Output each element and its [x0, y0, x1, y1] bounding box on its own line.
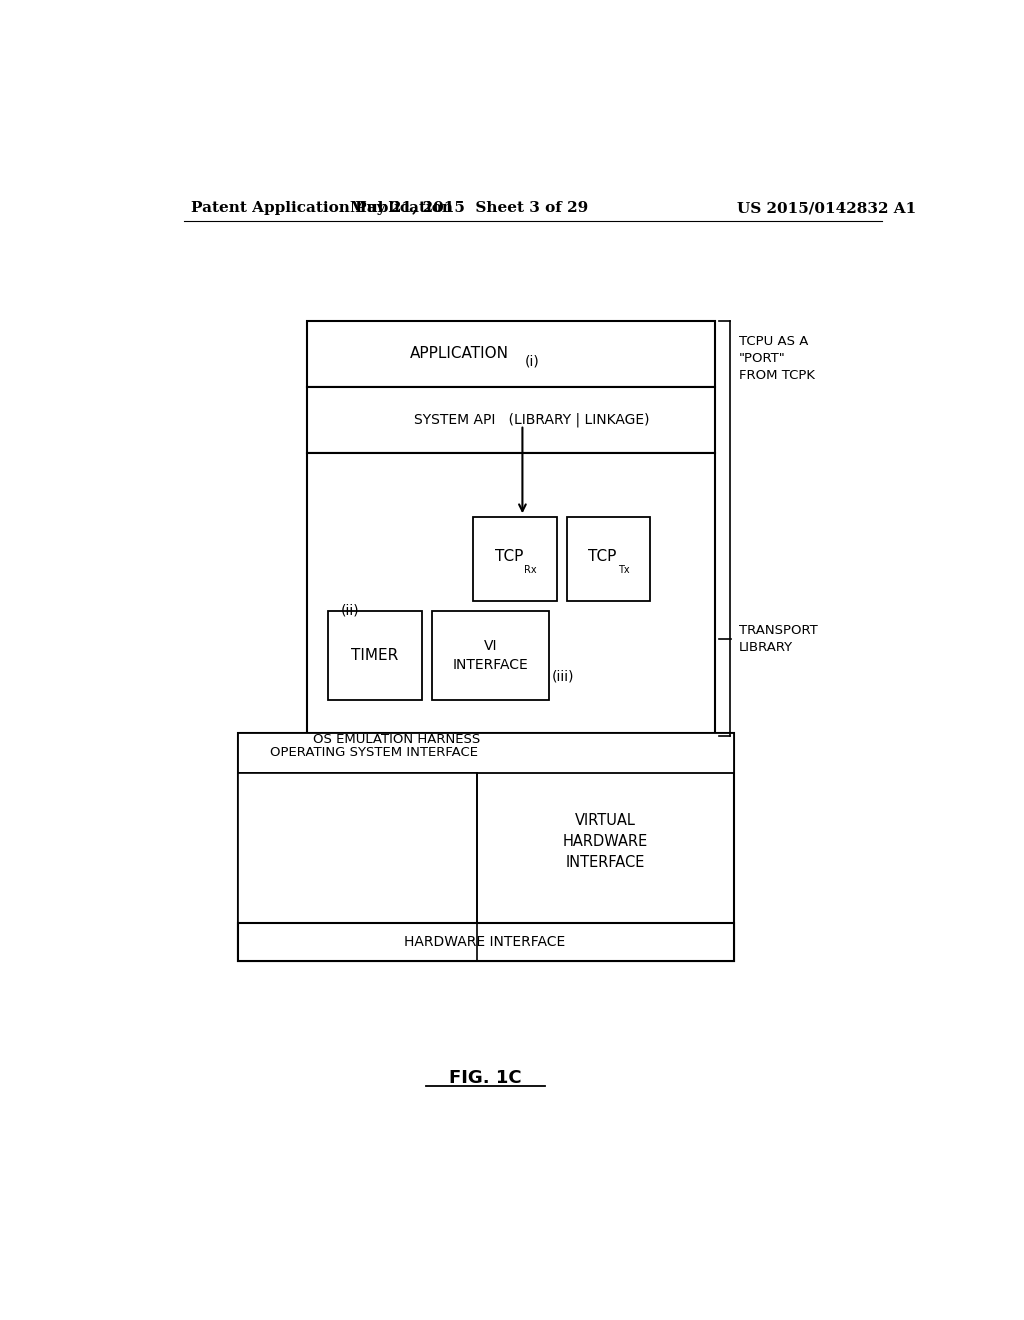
- Text: HARDWARE INTERFACE: HARDWARE INTERFACE: [404, 935, 565, 949]
- FancyBboxPatch shape: [238, 733, 733, 774]
- FancyBboxPatch shape: [567, 517, 650, 601]
- Text: VI
INTERFACE: VI INTERFACE: [453, 639, 528, 672]
- Text: TRANSPORT
LIBRARY: TRANSPORT LIBRARY: [739, 624, 818, 655]
- Text: US 2015/0142832 A1: US 2015/0142832 A1: [736, 201, 916, 215]
- Text: VIRTUAL
HARDWARE
INTERFACE: VIRTUAL HARDWARE INTERFACE: [563, 813, 648, 870]
- FancyBboxPatch shape: [306, 321, 715, 387]
- Text: Rx: Rx: [524, 565, 537, 576]
- FancyBboxPatch shape: [238, 923, 733, 961]
- Text: TCPU AS A
"PORT"
FROM TCPK: TCPU AS A "PORT" FROM TCPK: [739, 335, 815, 381]
- Text: TCP: TCP: [495, 549, 523, 565]
- FancyBboxPatch shape: [238, 733, 733, 961]
- FancyBboxPatch shape: [238, 774, 477, 923]
- FancyBboxPatch shape: [328, 611, 422, 700]
- Text: OPERATING SYSTEM INTERFACE: OPERATING SYSTEM INTERFACE: [270, 747, 478, 759]
- Text: Tx: Tx: [617, 565, 630, 576]
- FancyBboxPatch shape: [306, 387, 715, 453]
- Text: FIG. 1C: FIG. 1C: [449, 1069, 521, 1088]
- Text: TCP: TCP: [588, 549, 616, 565]
- FancyBboxPatch shape: [306, 453, 715, 738]
- Text: (ii): (ii): [341, 603, 359, 618]
- FancyBboxPatch shape: [473, 517, 557, 601]
- Text: OS EMULATION HARNESS: OS EMULATION HARNESS: [313, 733, 480, 746]
- Text: TIMER: TIMER: [351, 648, 398, 663]
- FancyBboxPatch shape: [432, 611, 550, 700]
- Text: APPLICATION: APPLICATION: [410, 346, 509, 362]
- Text: SYSTEM API   (LIBRARY | LINKAGE): SYSTEM API (LIBRARY | LINKAGE): [414, 412, 649, 426]
- Text: May 21, 2015  Sheet 3 of 29: May 21, 2015 Sheet 3 of 29: [350, 201, 589, 215]
- Text: (iii): (iii): [552, 669, 574, 684]
- Text: Patent Application Publication: Patent Application Publication: [191, 201, 454, 215]
- Text: (i): (i): [524, 355, 540, 368]
